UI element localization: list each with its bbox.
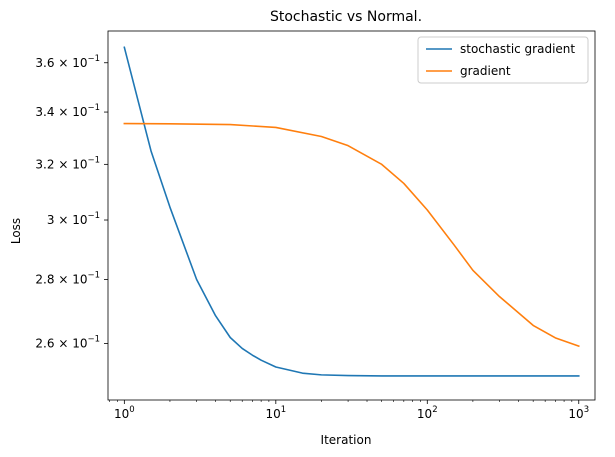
x-tick-label: 102 (417, 405, 438, 421)
y-tick-label: 3 × 10−1 (47, 211, 100, 227)
legend-label-1: stochastic gradient (460, 42, 575, 56)
chart-title: Stochastic vs Normal. (270, 9, 422, 25)
x-tick-label: 103 (568, 405, 589, 421)
y-axis-label: Loss (9, 218, 23, 244)
x-axis-label: Iteration (321, 433, 372, 447)
y-tick-label: 3.2 × 10−1 (35, 155, 100, 171)
series-line-1 (123, 46, 580, 377)
y-tick-label: 3.6 × 10−1 (35, 54, 100, 70)
axes-frame (107, 30, 596, 401)
x-tick-label: 101 (265, 405, 286, 421)
legend: stochastic gradient gradient (417, 36, 589, 84)
y-tick-label: 2.6 × 10−1 (35, 334, 100, 350)
legend-box (417, 36, 589, 84)
plot-area: 100 101 102 103 2.6 × 10−1 2.8 × 10−1 3 × 10−1… (35, 30, 596, 421)
y-tick-label: 3.4 × 10−1 (35, 103, 100, 119)
series-line-2 (123, 122, 580, 348)
y-tick-label: 2.8 × 10−1 (35, 271, 100, 287)
x-tick-label: 100 (114, 405, 135, 421)
legend-label-2: gradient (460, 64, 511, 78)
